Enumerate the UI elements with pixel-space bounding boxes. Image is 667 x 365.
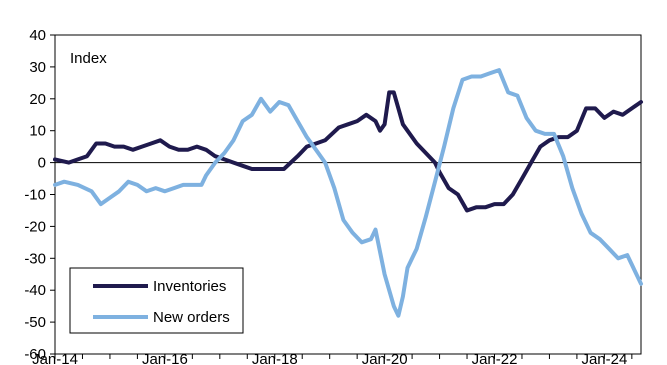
y-tick-label: -40 (24, 282, 46, 299)
y-tick-label: -10 (24, 187, 46, 204)
x-tick-label: Jan-16 (142, 351, 188, 365)
x-tick-label: Jan-14 (32, 351, 78, 365)
y-tick-label: 30 (29, 59, 46, 76)
x-tick-label: Jan-20 (362, 351, 408, 365)
x-tick-label: Jan-22 (472, 351, 518, 365)
x-tick-label: Jan-18 (252, 351, 298, 365)
legend-label-new-orders: New orders (153, 309, 230, 326)
y-tick-label: 0 (38, 155, 46, 172)
series-line-inventories (53, 90, 643, 213)
y-tick-label: 40 (29, 27, 46, 44)
y-tick-label: 10 (29, 123, 46, 140)
x-axis: Jan-14 Jan-16 Jan-18 Jan-20 Jan-22 Jan-24 (32, 351, 633, 365)
x-tick-label: Jan-24 (581, 351, 627, 365)
y-tick-label: 20 (29, 91, 46, 108)
y-axis: 40 30 20 10 0 -10 -20 -30 -40 -50 -60 (24, 27, 55, 363)
y-tick-label: -20 (24, 218, 46, 235)
series-line-new-orders (53, 68, 643, 318)
y-tick-label: -50 (24, 314, 46, 331)
legend-box (69, 267, 244, 334)
y-tick-label: -30 (24, 250, 46, 267)
y-tick-label: -60 (24, 346, 46, 363)
legend-label-inventories: Inventories (153, 278, 226, 295)
series-group (53, 68, 643, 318)
y-axis-annotation: Index (70, 50, 107, 67)
legend: Inventories New orders (69, 267, 244, 334)
